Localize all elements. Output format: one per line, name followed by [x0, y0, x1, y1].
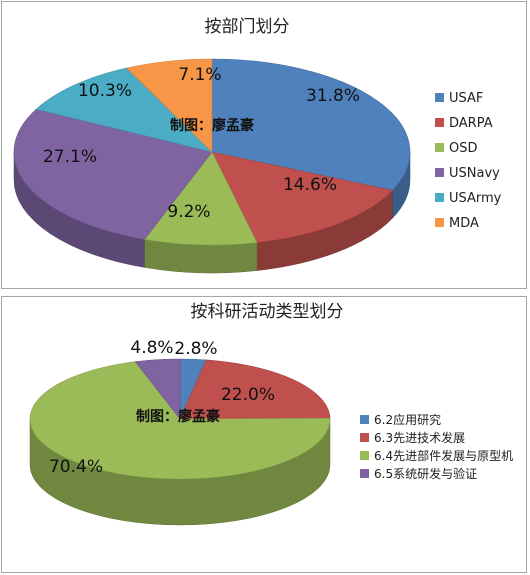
pie-slice	[35, 67, 213, 153]
data-label: 31.8%	[306, 86, 360, 106]
pie-chart-departments: 按部门划分 31.8% 14.6% 9.2% 27.1% 10.3% 7.1% 制图：廖孟…	[13, 17, 502, 274]
legend-swatch	[435, 118, 444, 127]
pie-slice	[126, 58, 213, 153]
data-label: 9.2%	[167, 202, 210, 222]
legend-item-label: OSD	[449, 141, 478, 156]
pie-slice	[179, 359, 331, 420]
watermark: 制图：廖孟豪	[136, 408, 220, 425]
pie-slice	[134, 358, 181, 420]
data-label: 7.1%	[178, 65, 221, 85]
legend-item-label: 6.4先进部件发展与原型机	[374, 448, 513, 463]
pie-area: 31.8% 14.6% 9.2% 27.1% 10.3% 7.1%	[13, 58, 411, 274]
legend: 6.2应用研究 6.3先进技术发展 6.4先进部件发展与原型机 6.5系统研发与验证	[360, 412, 513, 481]
legend-swatch	[360, 415, 369, 424]
legend-item-label: 6.2应用研究	[374, 412, 441, 427]
data-label: 4.8%	[130, 338, 173, 358]
legend-item-label: 6.5系统研发与验证	[374, 466, 477, 481]
chart-panel-departments: 按部门划分 31.8% 14.6% 9.2% 27.1% 10.3% 7.1% 制图：廖孟…	[1, 1, 527, 289]
legend-item-label: USNavy	[449, 166, 500, 181]
pie-chart-research-type: 按科研活动类型划分 2.8% 22.0% 70.4% 4.8% 制图：廖孟豪 6.2应…	[29, 302, 513, 526]
legend: USAF DARPA OSD USNavy USArmy MDA	[435, 91, 502, 231]
legend-item-label: USArmy	[449, 191, 502, 206]
pie-slice	[211, 58, 411, 191]
pie-area: 2.8% 22.0% 70.4% 4.8%	[29, 338, 331, 526]
pie-slice	[29, 361, 331, 480]
chart-panel-research-type: 按科研活动类型划分 2.8% 22.0% 70.4% 4.8% 制图：廖孟豪 6.2应…	[1, 296, 527, 573]
data-label: 70.4%	[49, 457, 103, 477]
legend-swatch	[360, 433, 369, 442]
watermark: 制图：廖孟豪	[170, 117, 254, 134]
data-label: 14.6%	[283, 175, 337, 195]
legend-swatch	[360, 469, 369, 478]
legend-swatch	[435, 93, 444, 102]
legend-item-label: MDA	[449, 216, 479, 231]
legend-item-label: USAF	[449, 91, 483, 106]
legend-swatch	[360, 451, 369, 460]
legend-swatch	[435, 193, 444, 202]
chart-title: 按科研活动类型划分	[191, 302, 344, 322]
legend-swatch	[435, 168, 444, 177]
data-label: 10.3%	[78, 81, 132, 101]
legend-item-label: DARPA	[449, 116, 493, 131]
pie-slice	[13, 108, 213, 240]
pie-slice	[211, 151, 393, 243]
chart-title: 按部门划分	[205, 17, 290, 37]
data-label: 2.8%	[174, 339, 217, 359]
data-label: 22.0%	[221, 385, 275, 405]
data-label: 27.1%	[43, 147, 97, 167]
legend-swatch	[435, 218, 444, 227]
legend-item-label: 6.3先进技术发展	[374, 430, 465, 445]
legend-swatch	[435, 143, 444, 152]
pie-slice	[143, 151, 258, 246]
